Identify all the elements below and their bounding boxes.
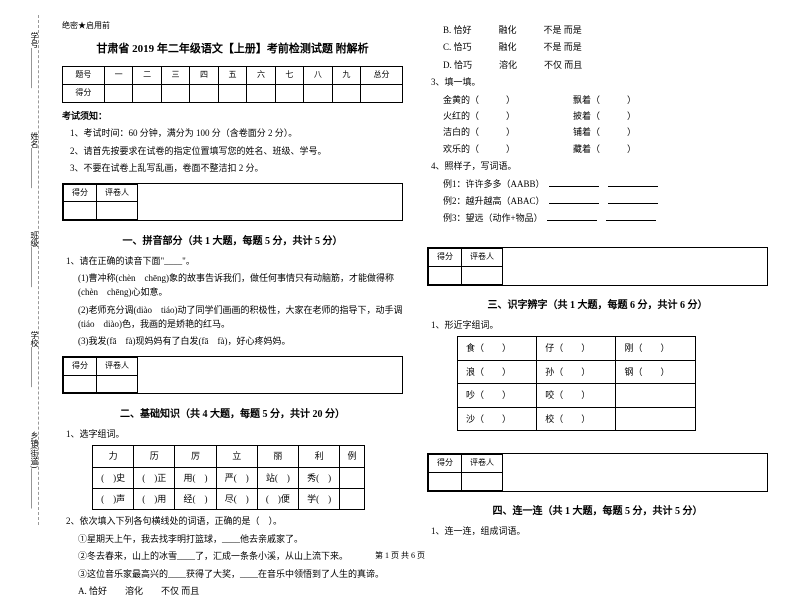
sidebar-label: 姓名__________ (10, 132, 40, 188)
left-column: 绝密★启用前 甘肃省 2019 年二年级语文【上册】考前检测试题 附解析 题号 … (50, 20, 415, 535)
notice-item: 2、请首先按要求在试卷的指定位置填写您的姓名、班级、学号。 (70, 144, 403, 158)
notice-title: 考试须知： (62, 109, 403, 123)
sidebar-label: 学号__________ (10, 32, 40, 88)
sidebar-label: 乡镇(街道)__________ (10, 431, 40, 508)
notice-item: 1、考试时间：60 分钟，满分为 100 分（含卷面分 2 分）。 (70, 126, 403, 140)
example: 例2：越升越高（ABAC） (443, 194, 768, 208)
fill-row: 火红的（ ）披着（ ） (443, 109, 768, 123)
question-sub: (1)曹冲称(chèn chēng)象的故事告诉我们，做任何事情只有动脑筋，才能… (78, 271, 403, 300)
sidebar-label: 班级__________ (10, 231, 40, 287)
fill-row: 金黄的（ ）飘着（ ） (443, 93, 768, 107)
table-row: 沙（ ）校（ ） (458, 407, 696, 430)
question: 1、请在正确的读音下面"____"。 (66, 254, 403, 268)
table-row: 食（ ）仔（ ）刚（ ） (458, 337, 696, 360)
sidebar-label: 学校__________ (10, 331, 40, 387)
zixing-table: 食（ ）仔（ ）刚（ ） 浪（ ）孙（ ）钢（ ） 吵（ ）咬（ ） 沙（ ）校… (457, 336, 696, 431)
question: 1、形近字组词。 (431, 318, 768, 332)
exam-page: 绝密★启用前 甘肃省 2019 年二年级语文【上册】考前检测试题 附解析 题号 … (0, 0, 800, 545)
score-table: 题号 一 二 三 四 五 六 七 八 九 总分 得分 (62, 66, 403, 103)
example: 例1：许许多多（AABB） (443, 177, 768, 191)
score-box: 得分评卷人 (62, 183, 403, 222)
example: 例3：望远（动作+物品） (443, 211, 768, 225)
question-sub: ①星期天上午，我去找李明打篮球，____他去亲戚家了。 (78, 532, 403, 546)
section-title: 一、拼音部分（共 1 大题，每题 5 分，共计 5 分） (62, 234, 403, 250)
table-row: ( )声 ( )用 经( ) 尽( ) ( )便 学( ) (93, 489, 365, 510)
question-sub: (3)我发(fā fà)现妈妈有了白发(fā fà)，好心疼妈妈。 (78, 334, 403, 348)
fill-row: 欢乐的（ ）藏着（ ） (443, 142, 768, 156)
question-sub: (2)老师充分调(diào tiáo)动了同学们画画的积极性，大家在老师的指导下… (78, 303, 403, 332)
option: C. 恰巧 融化 不是 而是 (443, 40, 768, 54)
char-table: 力 历 厉 立 丽 利 例 ( )史 ( )正 用( ) 严( ) 站( ) 秀… (92, 445, 365, 510)
right-column: B. 恰好 融化 不是 而是 C. 恰巧 融化 不是 而是 D. 恰巧 溶化 不… (415, 20, 780, 535)
table-row: 得分 (63, 85, 403, 103)
section-title: 三、识字辨字（共 1 大题，每题 6 分，共计 6 分） (427, 298, 768, 314)
exam-title: 甘肃省 2019 年二年级语文【上册】考前检测试题 附解析 (62, 41, 403, 59)
dashed-line (38, 15, 39, 525)
binding-sidebar: 学号__________ 姓名__________ 班级__________ 学… (10, 10, 40, 530)
table-row: 力 历 厉 立 丽 利 例 (93, 446, 365, 467)
table-row: 吵（ ）咬（ ） (458, 384, 696, 407)
score-box: 得分评卷人 (427, 247, 768, 286)
secret-label: 绝密★启用前 (62, 20, 403, 33)
option: D. 恰巧 溶化 不仅 而且 (443, 58, 768, 72)
section-title: 二、基础知识（共 4 大题，每题 5 分，共计 20 分） (62, 407, 403, 423)
page-footer: 第 1 页 共 6 页 (0, 550, 800, 561)
option: B. 恰好 融化 不是 而是 (443, 23, 768, 37)
table-row: ( )史 ( )正 用( ) 严( ) 站( ) 秀( ) (93, 467, 365, 488)
notice-item: 3、不要在试卷上乱写乱画，卷面不整洁扣 2 分。 (70, 161, 403, 175)
question: 1、选字组词。 (66, 427, 403, 441)
score-box: 得分评卷人 (62, 356, 403, 395)
section-title: 四、连一连（共 1 大题，每题 5 分，共计 5 分） (427, 504, 768, 520)
table-row: 题号 一 二 三 四 五 六 七 八 九 总分 (63, 67, 403, 85)
table-row: 浪（ ）孙（ ）钢（ ） (458, 360, 696, 383)
score-box: 得分评卷人 (427, 453, 768, 492)
question: 4、照样子，写词语。 (431, 159, 768, 173)
question-sub: ③这位音乐家最高兴的____获得了大奖，____在音乐中领悟到了人生的真谛。 (78, 567, 403, 581)
option: A. 恰好 溶化 不仅 而且 (78, 584, 403, 598)
fill-row: 洁白的（ ）铺着（ ） (443, 125, 768, 139)
question: 3、填一填。 (431, 75, 768, 89)
question: 2、依次填入下列各句横线处的词语，正确的是（ ）。 (66, 514, 403, 528)
question: 1、连一连，组成词语。 (431, 524, 768, 538)
